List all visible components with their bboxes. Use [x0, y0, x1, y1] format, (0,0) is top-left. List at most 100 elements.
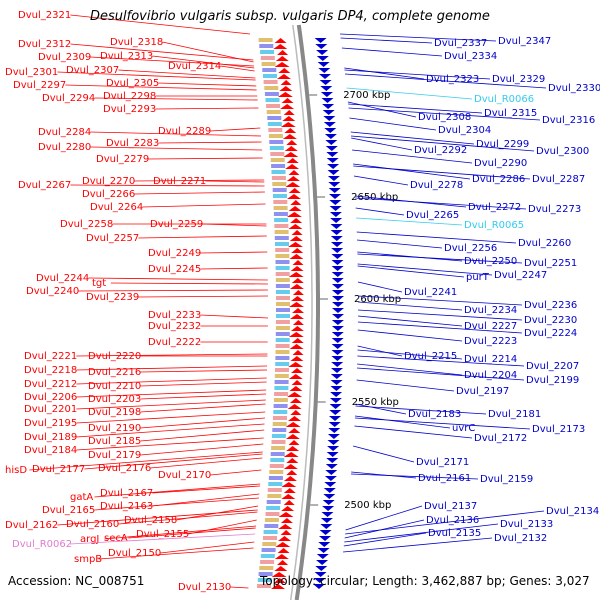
gc-content-mark	[272, 182, 287, 186]
forward-gene-mark	[327, 170, 340, 175]
leader-line	[202, 223, 267, 227]
reverse-gene-mark	[278, 68, 291, 73]
leader-line	[158, 82, 257, 87]
tick-label: 2650 kbp	[351, 192, 398, 203]
forward-gene-mark	[331, 290, 344, 295]
reverse-gene-mark	[286, 446, 300, 451]
gene-label-left: Dvul_2232	[148, 321, 201, 332]
leader-line	[354, 417, 531, 430]
forward-gene-mark	[330, 230, 343, 235]
forward-gene-mark	[326, 452, 339, 457]
leader-line	[357, 253, 523, 264]
leader-line	[348, 107, 541, 121]
gene-label-left: Dvul_2257	[86, 233, 139, 244]
gc-content-mark	[274, 218, 289, 222]
leader-line	[150, 457, 263, 469]
forward-gene-mark	[328, 422, 341, 427]
gene-label-right: Dvul_R0065	[464, 220, 524, 231]
reverse-gene-mark	[291, 296, 304, 301]
gc-content-mark	[269, 464, 284, 468]
gene-label-right: Dvul_2161	[418, 473, 471, 484]
reverse-gene-mark	[290, 266, 304, 271]
gene-label-right: Dvul_2241	[404, 287, 457, 298]
gc-content-mark	[261, 62, 276, 66]
leader-line	[340, 37, 433, 44]
gc-content-mark	[267, 116, 282, 120]
gene-label-left: Dvul_2165	[42, 505, 95, 516]
gene-label-left: Dvul_2297	[13, 80, 66, 91]
reverse-gene-mark	[279, 86, 293, 91]
forward-gene-mark	[317, 62, 330, 67]
gc-content-mark	[269, 140, 284, 144]
reverse-gene-mark	[286, 458, 299, 463]
forward-gene-mark	[330, 392, 343, 397]
forward-gene-mark	[315, 44, 328, 49]
gc-content-mark	[271, 446, 286, 450]
forward-gene-mark	[327, 164, 340, 169]
gene-label-left: Dvul_2210	[88, 381, 141, 392]
leader-line	[344, 73, 547, 89]
reverse-gene-mark	[282, 134, 297, 139]
gc-content-mark	[275, 326, 290, 330]
leader-line	[220, 65, 255, 72]
gene-label-right: Dvul_2251	[524, 258, 577, 269]
leader-line	[210, 469, 262, 476]
gc-content-mark	[268, 128, 283, 132]
reverse-gene-mark	[278, 524, 293, 529]
genome-summary-text: Topology: circular; Length: 3,462,887 bp…	[260, 574, 590, 588]
reverse-gene-mark	[283, 110, 295, 115]
reverse-gene-mark	[287, 194, 301, 199]
gc-content-mark	[263, 80, 278, 84]
forward-gene-mark	[317, 548, 330, 553]
forward-gene-mark	[331, 278, 344, 283]
gc-content-mark	[273, 398, 288, 402]
gene-label-left: Dvul_2240	[26, 286, 79, 297]
kbp-ticks: 2700 kbp 2650 kbp 2600 kbp 2550 kbp 2500 kbp	[309, 90, 401, 511]
forward-gene-mark	[315, 566, 328, 571]
leader-line	[200, 314, 269, 319]
forward-gene-mark	[331, 338, 344, 343]
gc-content-mark	[264, 518, 279, 522]
forward-gene-mark	[316, 560, 329, 565]
forward-gene-mark	[327, 446, 340, 451]
gene-label-left: Dvul_2294	[42, 93, 95, 104]
gene-label-left: Dvul_2218	[24, 365, 77, 376]
gc-content-mark	[257, 584, 271, 588]
gc-content-mark	[274, 230, 289, 234]
leader-line	[356, 231, 517, 244]
reverse-gene-mark	[291, 248, 304, 253]
gene-label-left: Dvul_2206	[24, 392, 77, 403]
gene-label-right: Dvul_2172	[474, 433, 527, 444]
gc-content-mark	[274, 386, 289, 390]
forward-gene-mark	[318, 68, 331, 73]
forward-gene-mark	[324, 476, 337, 481]
reverse-gene-mark	[285, 422, 301, 427]
forward-gene-mark	[331, 344, 344, 349]
reverse-gene-mark	[289, 344, 304, 349]
gene-label-left: Dvul_2198	[88, 407, 141, 418]
leader-line	[348, 103, 483, 114]
forward-gene-mark	[332, 302, 344, 307]
reverse-gene-mark	[283, 452, 299, 457]
gene-label-right: Dvul_2159	[480, 474, 533, 485]
reverse-gene-mark	[292, 290, 304, 295]
leader-line	[90, 131, 262, 137]
forward-gene-mark	[323, 122, 336, 127]
reverse-gene-mark	[277, 548, 290, 553]
reverse-gene-mark	[291, 278, 304, 283]
leader-line	[76, 389, 267, 398]
leader-line	[90, 146, 263, 151]
leader-line	[134, 179, 265, 182]
reverse-gene-mark	[286, 158, 299, 163]
gc-content-mark	[272, 188, 287, 192]
forward-gene-mark	[326, 152, 339, 157]
leader-line	[357, 355, 525, 367]
gc-content-mark	[273, 404, 288, 408]
reverse-gene-mark	[275, 56, 289, 61]
forward-gene-mark	[331, 272, 344, 277]
leader-line	[142, 203, 266, 208]
gene-label-right: Dvul_2223	[464, 336, 517, 347]
reverse-gene-mark	[292, 320, 304, 325]
forward-gene-mark	[327, 434, 340, 439]
gc-content-mark	[275, 266, 290, 270]
